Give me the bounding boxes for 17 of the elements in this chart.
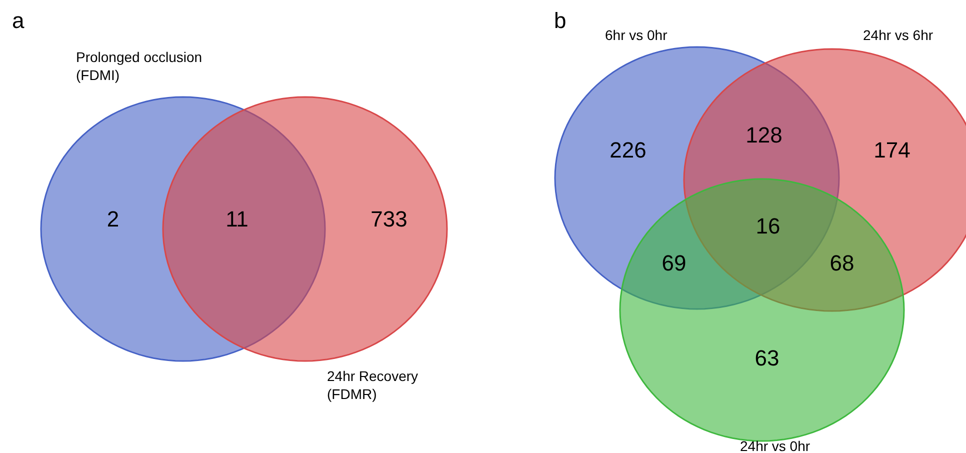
- data-label: 2: [106, 206, 120, 232]
- text: a: [12, 8, 25, 33]
- data-label: 69: [662, 250, 686, 276]
- text: 6hr vs 0hr: [605, 27, 668, 43]
- data-label: 174: [874, 138, 910, 162]
- text: 24hr vs 0hr: [740, 438, 810, 453]
- data-label: 226: [610, 138, 646, 162]
- text: 24hr vs 6hr: [863, 27, 934, 43]
- text: 24hr Recovery (FDMR): [327, 368, 418, 402]
- data-label: 68: [830, 250, 854, 276]
- data-label: 16: [756, 214, 780, 238]
- data-label: 63: [754, 346, 780, 370]
- data-label: 11: [226, 206, 248, 232]
- data-label: 128: [746, 122, 782, 148]
- text: Prolonged occlusion (FDMI): [76, 49, 202, 84]
- text: b: [554, 8, 566, 33]
- data-label: 733: [370, 206, 408, 232]
